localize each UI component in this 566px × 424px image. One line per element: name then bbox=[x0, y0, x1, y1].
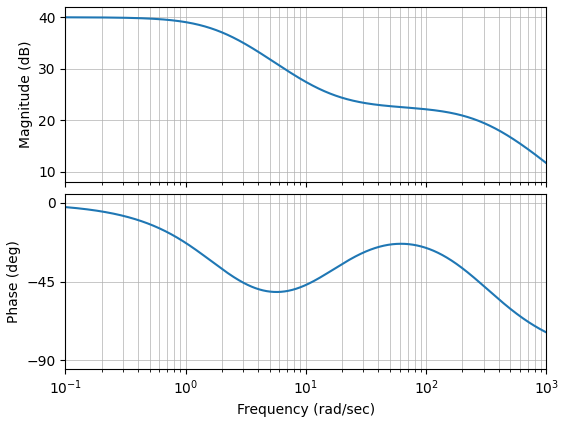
X-axis label: Frequency (rad/sec): Frequency (rad/sec) bbox=[237, 403, 375, 417]
Y-axis label: Magnitude (dB): Magnitude (dB) bbox=[19, 41, 33, 148]
Y-axis label: Phase (deg): Phase (deg) bbox=[7, 240, 21, 323]
